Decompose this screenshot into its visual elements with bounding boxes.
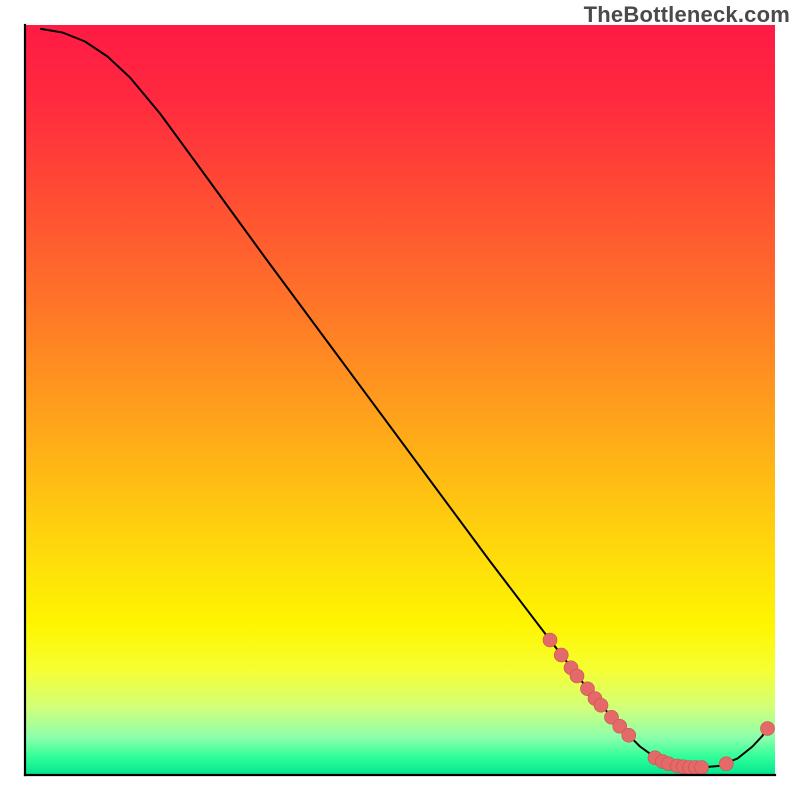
data-marker <box>554 648 568 662</box>
watermark-text: TheBottleneck.com <box>584 2 790 28</box>
data-marker <box>570 669 584 683</box>
data-marker <box>719 757 733 771</box>
chart-svg <box>0 0 800 800</box>
data-marker <box>695 761 709 775</box>
data-marker <box>622 728 636 742</box>
bottleneck-chart: TheBottleneck.com <box>0 0 800 800</box>
data-marker <box>543 633 557 647</box>
data-marker <box>594 698 608 712</box>
plot-gradient-background <box>25 25 775 775</box>
data-marker <box>761 722 775 736</box>
